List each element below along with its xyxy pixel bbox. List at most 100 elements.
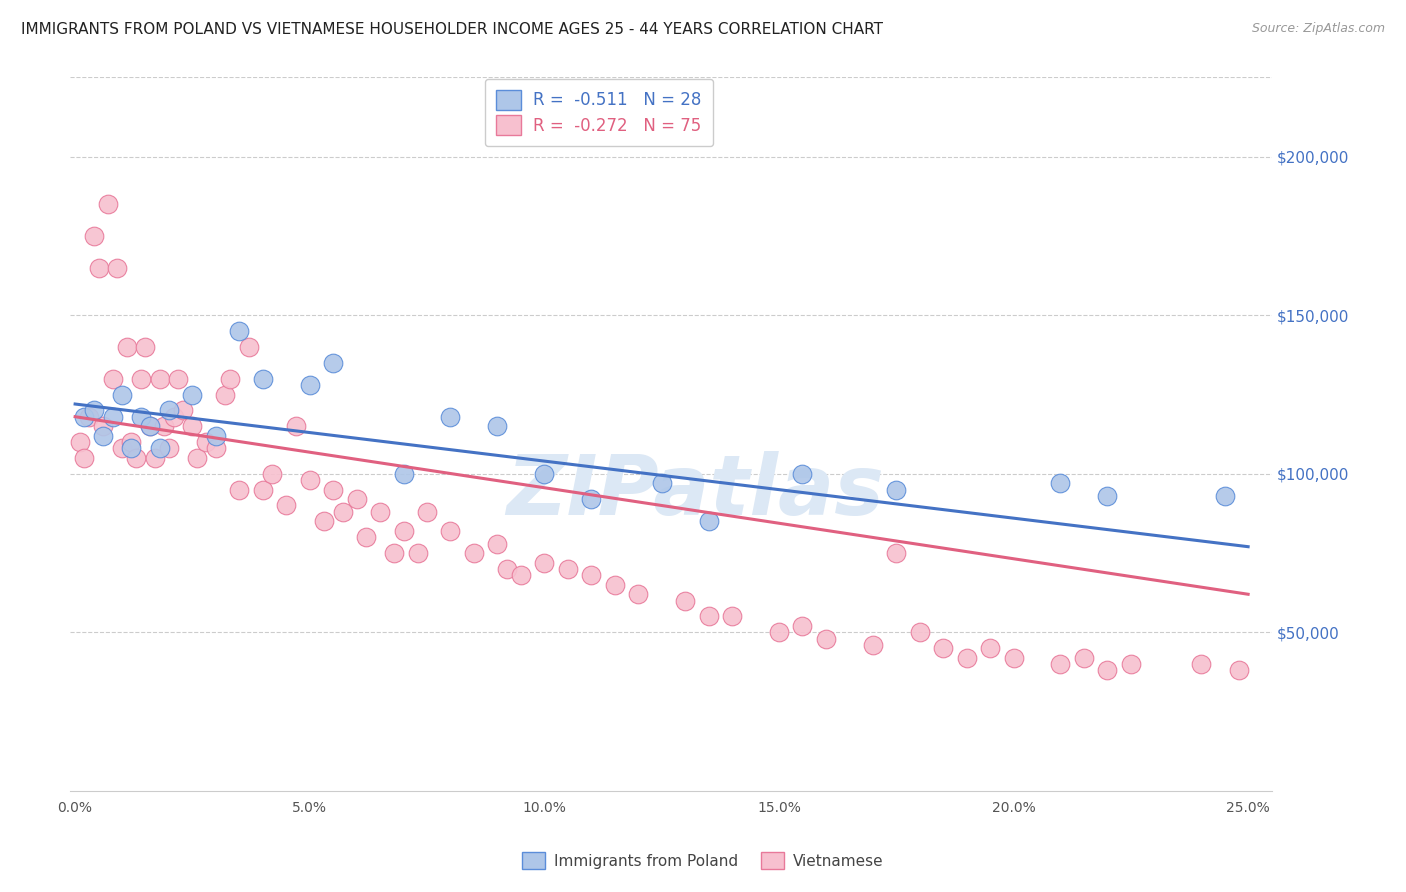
Point [392, 467, 415, 481]
Point [312, 514, 335, 528]
Point [368, 505, 391, 519]
Point [1073, 650, 1095, 665]
Point [533, 467, 555, 481]
Point [406, 546, 429, 560]
Point [87, 260, 110, 275]
Point [195, 435, 218, 450]
Point [322, 356, 344, 370]
Point [908, 625, 931, 640]
Point [111, 387, 134, 401]
Point [979, 641, 1001, 656]
Point [157, 403, 180, 417]
Point [651, 476, 673, 491]
Point [91, 428, 114, 442]
Point [252, 371, 274, 385]
Point [932, 641, 955, 656]
Point [533, 556, 555, 570]
Point [276, 499, 298, 513]
Point [1002, 650, 1025, 665]
Point [416, 505, 439, 519]
Point [581, 568, 603, 582]
Point [214, 387, 236, 401]
Point [120, 435, 142, 450]
Point [167, 371, 190, 385]
Legend: Immigrants from Poland, Vietnamese: Immigrants from Poland, Vietnamese [516, 846, 890, 875]
Point [581, 492, 603, 507]
Point [509, 568, 531, 582]
Point [139, 419, 162, 434]
Point [439, 409, 461, 424]
Point [153, 419, 176, 434]
Point [298, 473, 321, 487]
Point [955, 650, 977, 665]
Point [603, 578, 626, 592]
Point [172, 403, 194, 417]
Point [1097, 664, 1119, 678]
Point [252, 483, 274, 497]
Point [115, 340, 138, 354]
Point [129, 409, 152, 424]
Point [77, 409, 100, 424]
Point [148, 371, 170, 385]
Point [439, 524, 461, 538]
Point [101, 409, 124, 424]
Point [219, 371, 242, 385]
Point [205, 442, 228, 456]
Point [721, 609, 744, 624]
Point [862, 638, 884, 652]
Point [186, 450, 208, 465]
Point [284, 419, 307, 434]
Point [163, 409, 186, 424]
Legend: R =  -0.511   N = 28, R =  -0.272   N = 75: R = -0.511 N = 28, R = -0.272 N = 75 [485, 78, 713, 146]
Point [91, 419, 114, 434]
Point [557, 562, 579, 576]
Point [120, 442, 142, 456]
Text: ZIPatlas: ZIPatlas [506, 450, 884, 532]
Point [463, 546, 485, 560]
Point [69, 435, 91, 450]
Point [1119, 657, 1142, 671]
Point [228, 483, 250, 497]
Point [495, 562, 517, 576]
Point [143, 450, 166, 465]
Point [768, 625, 790, 640]
Point [884, 546, 907, 560]
Point [1049, 476, 1071, 491]
Point [134, 340, 156, 354]
Point [181, 419, 204, 434]
Point [1097, 489, 1119, 503]
Point [332, 505, 354, 519]
Point [205, 428, 228, 442]
Point [884, 483, 907, 497]
Text: Source: ZipAtlas.com: Source: ZipAtlas.com [1251, 22, 1385, 36]
Point [1189, 657, 1212, 671]
Point [792, 467, 814, 481]
Point [262, 467, 284, 481]
Point [228, 324, 250, 338]
Point [105, 260, 128, 275]
Point [111, 442, 134, 456]
Point [1227, 664, 1250, 678]
Point [73, 409, 96, 424]
Point [792, 619, 814, 633]
Point [129, 371, 152, 385]
Point [181, 387, 204, 401]
Point [354, 530, 377, 544]
Point [322, 483, 344, 497]
Point [157, 442, 180, 456]
Point [1049, 657, 1071, 671]
Point [83, 403, 105, 417]
Point [101, 371, 124, 385]
Point [298, 378, 321, 392]
Point [486, 419, 509, 434]
Point [1213, 489, 1236, 503]
Point [346, 492, 368, 507]
Point [627, 587, 650, 601]
Point [697, 609, 720, 624]
Point [697, 514, 720, 528]
Point [814, 632, 837, 646]
Point [148, 442, 170, 456]
Point [83, 229, 105, 244]
Text: IMMIGRANTS FROM POLAND VS VIETNAMESE HOUSEHOLDER INCOME AGES 25 - 44 YEARS CORRE: IMMIGRANTS FROM POLAND VS VIETNAMESE HOU… [21, 22, 883, 37]
Point [97, 197, 120, 211]
